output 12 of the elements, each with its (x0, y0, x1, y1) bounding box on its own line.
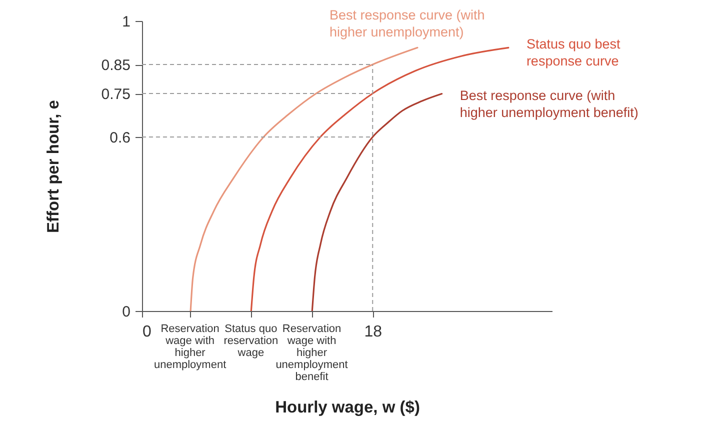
x-axis-title: Hourly wage, w ($) (275, 398, 420, 416)
y-tick-label: 1 (122, 14, 130, 30)
series-label: Best response curve (with higher unemployment) (329, 8, 485, 40)
y-axis-title: Effort per hour, e (44, 100, 62, 233)
y-tick-label: 0.75 (101, 86, 130, 103)
y-tick-label: 0.85 (101, 57, 130, 74)
y-tick-label: 0.6 (110, 130, 130, 146)
line-series (311, 92, 443, 311)
y-tick-label: 0 (122, 304, 130, 320)
series-label: Best response curve (with higher unemployment benefit) (460, 88, 638, 120)
series-label: Status quo best response curve (526, 36, 620, 69)
x-tick-label: 18 (364, 324, 382, 340)
